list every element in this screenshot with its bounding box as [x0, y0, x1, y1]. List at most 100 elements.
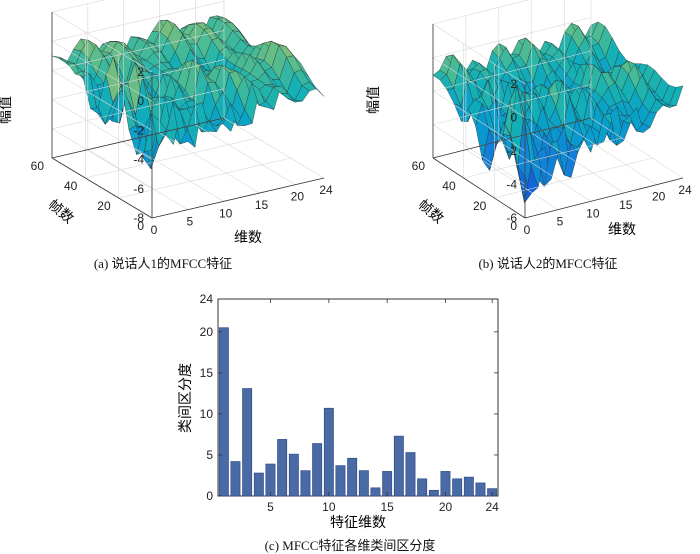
- bar: [218, 327, 229, 497]
- grid-line: [590, 117, 684, 179]
- x-axis-line: [151, 177, 325, 219]
- x-tick-label: 15: [380, 500, 394, 514]
- grid-line: [432, 23, 526, 85]
- y-tick-label: 10: [200, 407, 214, 421]
- y-tick-label: 20: [473, 199, 487, 213]
- y-tick-label: 40: [64, 179, 78, 193]
- z-axis-label-b: 幅值: [366, 86, 382, 114]
- grid-line: [51, 128, 153, 190]
- y-tick-label: 15: [200, 366, 214, 380]
- grid-line: [51, 40, 153, 102]
- x-tick-label: 24: [319, 183, 333, 197]
- x-tick-label: 20: [652, 190, 666, 204]
- bar: [323, 407, 334, 497]
- x-tick-label: 0: [151, 223, 158, 237]
- x-tick-label: 24: [485, 500, 499, 514]
- grid-line: [432, 0, 530, 25]
- x-tick-label: 20: [291, 190, 305, 204]
- grid-line: [564, 124, 657, 185]
- x-tick-label: 20: [439, 500, 453, 514]
- caption-a: (a) 说话人1的MFCC特征: [94, 256, 232, 271]
- y-axis-label-a: 帧数: [45, 197, 77, 227]
- surface-patch: [308, 81, 325, 97]
- grid-line: [531, 132, 624, 194]
- bar: [277, 439, 288, 497]
- bar: [288, 453, 299, 497]
- x-tick-label: 10: [322, 500, 336, 514]
- grid-line: [223, 117, 325, 179]
- caption-c: (c) MFCC特征各维类间区分度: [265, 538, 436, 553]
- plot-area-c: [217, 298, 499, 497]
- z-tick-label: 0: [510, 111, 517, 125]
- grid-line: [498, 141, 591, 202]
- bar: [253, 472, 264, 497]
- y-axis-line: [432, 157, 526, 219]
- bar: [347, 457, 358, 497]
- x-tick-label: 15: [619, 198, 633, 212]
- bars-c: [218, 327, 498, 497]
- bar: [405, 452, 416, 497]
- y-tick-label: 60: [412, 159, 426, 173]
- grid-line: [432, 124, 526, 185]
- bar: [452, 478, 463, 497]
- grid-line: [51, 0, 105, 13]
- bar: [428, 489, 439, 497]
- bar: [463, 476, 474, 497]
- y-axis-line: [51, 157, 153, 219]
- bar: [370, 487, 381, 497]
- grid-line: [118, 157, 291, 199]
- x-tick-label: 5: [186, 215, 193, 229]
- bar: [417, 478, 428, 497]
- y-tick-label: 24: [200, 292, 214, 306]
- x-tick-label: 10: [586, 206, 600, 220]
- surface-mesh-b: [432, 21, 684, 204]
- y-tick-label: 0: [137, 219, 144, 233]
- grid-line: [463, 137, 622, 179]
- bar: [312, 443, 323, 497]
- bar: [393, 435, 404, 497]
- grid-line: [85, 137, 258, 179]
- grid-line: [432, 90, 526, 152]
- grid-line: [51, 99, 153, 160]
- caption-b: (b) 说话人2的MFCC特征: [478, 256, 617, 271]
- grid-line: [195, 124, 296, 185]
- grid-line: [123, 141, 224, 202]
- bar: [230, 461, 241, 497]
- grid-line: [432, 57, 526, 118]
- y-tick-label: 60: [31, 159, 45, 173]
- grid-line: [87, 149, 188, 210]
- y-tick-label: 40: [442, 179, 456, 193]
- z-tick-label: -4: [506, 178, 517, 192]
- z-tick-label: -6: [506, 211, 517, 225]
- z-tick-label: 0: [137, 94, 144, 108]
- y-axis-label-c: 类间区分度: [178, 363, 194, 433]
- bar: [335, 465, 346, 497]
- x-tick-label: 24: [678, 183, 692, 197]
- x-tick-label: 5: [557, 215, 564, 229]
- axes-a: [51, 0, 325, 219]
- y-tick-label: 20: [97, 199, 111, 213]
- z-tick-label: 2: [510, 77, 517, 91]
- y-axis-label-b: 帧数: [415, 197, 447, 227]
- grid-line: [159, 132, 260, 194]
- z-axis-label-a: 幅值: [0, 96, 14, 124]
- x-tick-label: 10: [219, 206, 233, 220]
- axes-b: [432, 0, 684, 219]
- x-tick-label: 5: [267, 500, 274, 514]
- grid-line: [51, 11, 153, 73]
- grid-line: [465, 149, 559, 210]
- z-tick-label: -2: [133, 123, 144, 137]
- tick-labels-c: 0 5 10 15 20 24 5 10 15 20 24: [200, 292, 500, 514]
- bar: [300, 470, 311, 497]
- y-tick-label: 0: [206, 489, 213, 503]
- x-axis-line: [524, 177, 684, 219]
- z-tick-label: -4: [133, 153, 144, 167]
- x-tick-label: 15: [255, 198, 269, 212]
- grid-line: [51, 70, 153, 131]
- surface-patch: [669, 85, 684, 106]
- z-tick-label: -6: [133, 182, 144, 196]
